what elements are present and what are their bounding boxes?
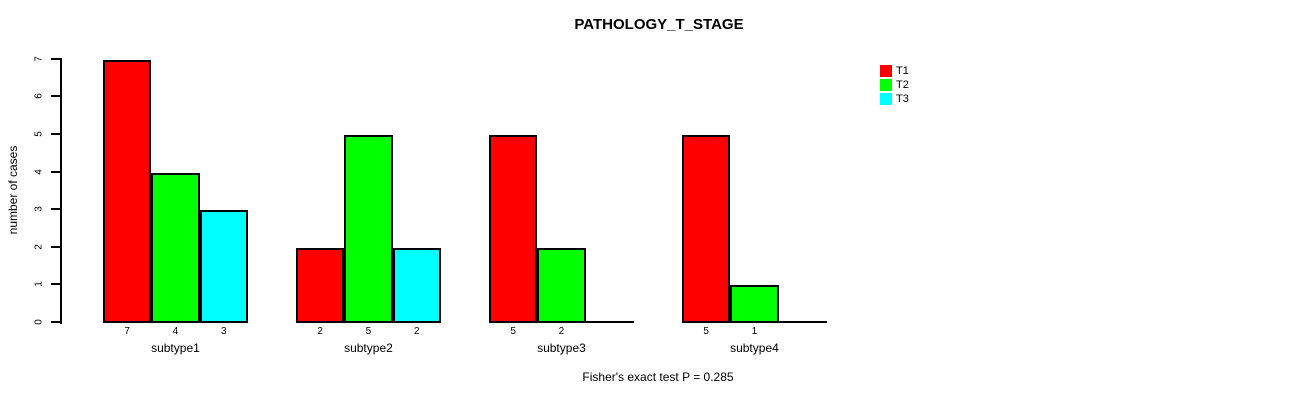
bar-value-label: 2 bbox=[558, 326, 565, 337]
y-tick bbox=[51, 170, 61, 173]
legend-swatch-t2 bbox=[880, 79, 892, 91]
x-axis-group-label: subtype4 bbox=[730, 341, 779, 355]
bar-value-label: 3 bbox=[220, 326, 227, 337]
bar-t1-subtype3 bbox=[489, 135, 538, 323]
bar-value-label: 2 bbox=[317, 326, 323, 337]
bar-t1-subtype4 bbox=[682, 135, 731, 323]
bar-t1-subtype2 bbox=[296, 247, 345, 323]
y-tick bbox=[51, 208, 61, 211]
y-axis-line bbox=[60, 57, 62, 324]
legend-label: T1 bbox=[896, 65, 909, 77]
bar-t3-subtype2 bbox=[392, 247, 441, 323]
bar-t2-subtype3 bbox=[537, 247, 586, 323]
bar-value-label: 1 bbox=[751, 326, 758, 337]
y-tick-label: 2 bbox=[33, 244, 45, 250]
y-axis-label: number of cases bbox=[6, 145, 20, 235]
legend-label: T2 bbox=[896, 79, 909, 91]
y-tick-label: 1 bbox=[33, 281, 45, 288]
bar-t2-subtype4 bbox=[730, 285, 779, 323]
y-tick-label: 0 bbox=[33, 319, 45, 325]
bar-value-label: 4 bbox=[172, 326, 179, 337]
legend-swatch-t1 bbox=[880, 65, 892, 77]
x-axis-group-label: subtype3 bbox=[537, 341, 586, 355]
y-tick bbox=[51, 283, 61, 286]
legend-item-t2: T2 bbox=[880, 78, 909, 92]
legend-swatch-t3 bbox=[880, 93, 892, 105]
y-tick-label: 5 bbox=[33, 131, 45, 137]
y-tick-label: 3 bbox=[33, 206, 45, 212]
y-tick-label: 4 bbox=[33, 168, 45, 175]
bar-value-label: 7 bbox=[124, 326, 130, 337]
x-axis-group-label: subtype1 bbox=[151, 341, 200, 355]
footer-stat-note: Fisher's exact test P = 0.285 bbox=[582, 370, 734, 384]
chart-title: PATHOLOGY_T_STAGE bbox=[574, 16, 744, 33]
legend-label: T3 bbox=[896, 93, 909, 105]
bar-t2-subtype2 bbox=[344, 135, 393, 323]
y-tick bbox=[51, 95, 61, 98]
x-axis-group-label: subtype2 bbox=[344, 341, 393, 355]
bar-value-label: 5 bbox=[703, 326, 709, 337]
y-tick bbox=[51, 133, 61, 135]
legend-item-t1: T1 bbox=[880, 64, 909, 78]
bar-t2-subtype1 bbox=[151, 172, 200, 323]
y-tick bbox=[51, 245, 61, 248]
bar-t1-subtype1 bbox=[103, 59, 152, 323]
bar-value-label: 2 bbox=[413, 326, 420, 337]
bar-value-label: 5 bbox=[510, 326, 516, 337]
legend-item-t3: T3 bbox=[880, 92, 909, 106]
y-tick bbox=[51, 321, 61, 323]
bar-value-label: 5 bbox=[365, 326, 372, 337]
legend: T1 T2 T3 bbox=[880, 64, 909, 106]
y-tick-label: 7 bbox=[33, 56, 45, 62]
bar-t3-subtype1 bbox=[199, 210, 248, 323]
y-tick bbox=[51, 57, 61, 60]
y-tick-label: 6 bbox=[33, 93, 45, 100]
